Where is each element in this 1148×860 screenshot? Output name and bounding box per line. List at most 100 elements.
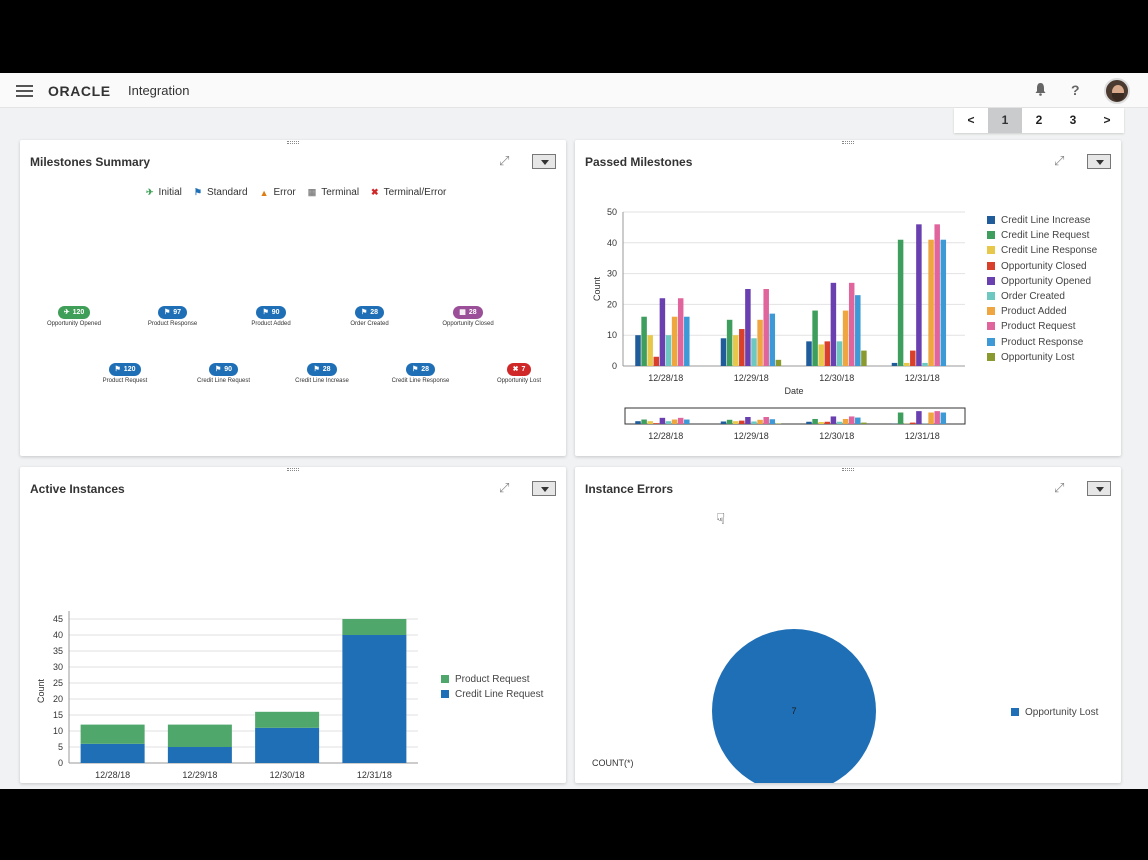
legend-item[interactable]: Credit Line Response <box>987 245 1097 256</box>
milestone-label: Credit Line Increase <box>295 378 349 384</box>
drag-handle-icon[interactable] <box>287 141 299 144</box>
panel-menu-dropdown[interactable] <box>1087 481 1111 496</box>
milestone-count-badge: ⚑ 90 <box>208 363 239 376</box>
pager-page-1[interactable]: 1 <box>988 108 1022 133</box>
expand-icon[interactable]: ⤢ <box>499 480 510 495</box>
legend-item[interactable]: ✖ Terminal/Error <box>371 187 446 198</box>
legend-item[interactable]: Credit Line Request <box>441 689 543 700</box>
milestone-node[interactable]: ⚑ 28 Credit Line Response <box>371 358 471 384</box>
milestone-count-badge: ✈ 120 <box>57 306 91 319</box>
legend-item[interactable]: Product Response <box>987 337 1083 348</box>
legend-item[interactable]: Credit Line Request <box>987 230 1089 241</box>
bar <box>848 282 855 366</box>
overview-bar <box>635 421 641 424</box>
legend-item[interactable]: ▲ Error <box>260 187 296 198</box>
bar <box>897 239 904 366</box>
dashboard-screen: ORACLE Integration ? < 1 2 3 > Milestone… <box>0 73 1148 789</box>
legend-label: Terminal/Error <box>383 187 447 198</box>
legend-label: Order Created <box>1001 291 1065 302</box>
milestone-node[interactable]: ⚑ 28 Order Created <box>320 301 420 327</box>
legend-item[interactable]: Product Request <box>987 321 1076 332</box>
drag-handle-icon[interactable] <box>287 468 299 471</box>
milestone-node[interactable]: ⚑ 97 Product Response <box>123 301 223 327</box>
stacked-bar-segment <box>80 743 145 763</box>
legend-item[interactable]: Opportunity Opened <box>987 276 1091 287</box>
milestone-count: 28 <box>468 309 477 316</box>
milestone-type-icon: ⚑ <box>193 187 202 197</box>
legend-item[interactable]: Order Created <box>987 291 1065 302</box>
milestone-count-badge: ⚑ 97 <box>157 306 188 319</box>
milestone-node[interactable]: ✈ 120 Opportunity Opened <box>24 301 124 327</box>
milestone-label: Product Added <box>251 321 291 327</box>
pager-next-button[interactable]: > <box>1103 113 1111 127</box>
bar <box>751 338 757 366</box>
bar <box>824 341 831 366</box>
overview-bar <box>824 421 831 424</box>
bar <box>775 359 782 366</box>
milestone-count: 28 <box>370 309 379 316</box>
overview-bar <box>745 417 751 424</box>
milestone-label: Order Created <box>350 321 389 327</box>
bar <box>769 313 776 366</box>
expand-icon[interactable]: ⤢ <box>499 153 510 168</box>
milestone-node[interactable]: ⚑ 90 Product Added <box>221 301 321 327</box>
pager-prev-button[interactable]: < <box>967 113 975 127</box>
milestone-node[interactable]: ▦ 28 Opportunity Closed <box>418 301 518 327</box>
stacked-bar-segment <box>342 635 407 763</box>
legend-swatch <box>987 216 995 224</box>
legend-label: Product Request <box>1001 321 1076 333</box>
legend-item[interactable]: Opportunity Closed <box>987 261 1087 272</box>
help-icon[interactable]: ? <box>1071 82 1080 98</box>
overview-bar <box>806 421 812 424</box>
milestone-count-badge: ⚑ 90 <box>256 306 286 319</box>
milestone-node[interactable]: ⚑ 120 Product Request <box>75 358 175 384</box>
milestone-count: 90 <box>271 309 280 316</box>
legend-label: Credit Line Request <box>455 689 544 701</box>
pager-page-2[interactable]: 2 <box>1035 113 1043 127</box>
x-tick-label: 12/29/18 <box>734 373 769 383</box>
milestone-node[interactable]: ⚑ 28 Credit Line Increase <box>272 358 372 384</box>
panel-menu-dropdown[interactable] <box>1087 154 1111 169</box>
legend-item[interactable]: ▦ Terminal <box>308 187 359 198</box>
pager-page-3[interactable]: 3 <box>1069 113 1077 127</box>
x-tick-label: 12/31/18 <box>905 373 940 383</box>
overview-bar <box>659 417 666 424</box>
expand-icon[interactable]: ⤢ <box>1054 153 1065 168</box>
bar <box>720 338 727 366</box>
legend-swatch <box>987 292 995 300</box>
milestone-count: 28 <box>421 366 430 373</box>
milestone-count-badge: ⚑ 28 <box>354 306 385 319</box>
drag-handle-icon[interactable] <box>842 141 854 144</box>
legend-item[interactable]: Product Added <box>987 306 1067 317</box>
hamburger-menu-icon[interactable] <box>16 85 33 97</box>
instance-errors-panel: Instance Errors ⤢ 7 Opportunity Lost COU… <box>575 467 1121 783</box>
milestone-node[interactable]: ✖ 7 Opportunity Lost <box>469 358 569 384</box>
legend-label: Opportunity Lost <box>1025 707 1099 718</box>
bell-icon[interactable] <box>1034 82 1047 99</box>
overview-bar <box>818 422 824 424</box>
page-pager: < 1 2 3 > <box>954 108 1124 133</box>
legend-item[interactable]: Opportunity Lost <box>987 352 1074 363</box>
bar <box>812 310 818 366</box>
y-axis-title: Count <box>36 679 46 704</box>
user-avatar[interactable] <box>1104 78 1130 104</box>
expand-icon[interactable]: ⤢ <box>1054 480 1065 495</box>
milestone-node[interactable]: ⚑ 90 Credit Line Request <box>174 358 274 384</box>
stacked-bar-segment <box>80 724 145 744</box>
legend-item[interactable]: Credit Line Increase <box>987 215 1091 226</box>
legend-item[interactable]: ✈ Initial <box>146 187 182 198</box>
legend-item[interactable]: Opportunity Lost <box>1011 707 1098 718</box>
panel-menu-dropdown[interactable] <box>532 481 556 496</box>
y-tick-label: 40 <box>607 238 617 248</box>
milestone-type-icon: ▲ <box>259 187 269 198</box>
stacked-bar-segment <box>255 727 320 763</box>
bar <box>940 239 947 366</box>
milestone-label: Opportunity Lost <box>496 378 542 384</box>
drag-handle-icon[interactable] <box>842 468 854 471</box>
overview-bar <box>812 418 818 424</box>
panel-menu-dropdown[interactable] <box>532 154 556 169</box>
legend-item[interactable]: Product Request <box>441 674 530 685</box>
legend-item[interactable]: ⚑ Standard <box>194 187 248 198</box>
passed-milestones-chart: 0 10 20 30 40 50 12/28/18 12/29/18 12/30/18 12/31… <box>592 207 966 441</box>
bar <box>836 341 843 366</box>
